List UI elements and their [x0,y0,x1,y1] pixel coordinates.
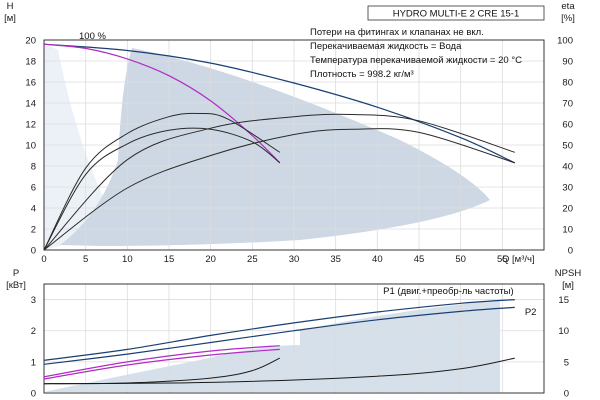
eta-tick-label: 80 [562,78,573,89]
eta-axis-label: [%] [561,13,575,24]
top-series-line-3 [43,112,281,251]
head-tick-label: 8 [31,162,36,173]
head-tick-label: 12 [25,120,36,131]
eta-tick-label: 20 [562,204,573,215]
chart-title: HYDRO MULTI-E 2 CRE 15-1 [393,9,520,20]
x-tick-label: 20 [205,254,216,265]
top-series-line-5 [43,128,515,251]
head-tick-label: 4 [31,204,36,215]
head-axis-label: H [7,1,14,12]
head-tick-label: 0 [31,246,36,257]
top-series-line-0 [43,43,516,164]
npsh-tick-label: 5 [564,357,569,368]
head-tick-label: 14 [25,99,36,110]
x-tick-label: 15 [164,254,175,265]
range-area-bottom [44,300,500,392]
flow-axis-label: Q [м³/ч] [502,254,535,265]
top-series-line-1 [43,43,281,164]
range-light-area [44,43,120,250]
note-temperature: Температура перекачиваемой жидкости = 20… [310,55,522,66]
eta-tick-label: 70 [562,99,573,110]
x-tick-label: 10 [122,254,133,265]
head-tick-label: 10 [25,141,36,152]
power-axis-label: [кВт] [6,280,26,291]
p2-label: P2 [525,307,537,318]
power-axis-label: P [13,268,19,279]
top-series-line-2 [43,127,281,251]
bottom-series-line-2 [43,345,280,378]
eta-tick-label: 60 [562,120,573,131]
power-tick-label: 2 [31,326,36,337]
npsh-axis-label: NPSH [555,268,582,279]
x-tick-label: 5 [83,254,88,265]
note-liquid: Перекачиваемая жидкость = Вода [310,41,462,52]
bottom-series-line-1 [43,306,515,365]
eta-axis-label: eta [561,1,575,12]
top-plot-frame [43,39,545,251]
head-tick-label: 20 [25,36,36,47]
x-tick-label: 50 [455,254,466,265]
eta-tick-label: 10 [562,225,573,236]
power-tick-label: 0 [31,389,36,400]
top-series-line-4 [43,113,515,251]
bottom-series-line-3 [43,348,280,380]
head-tick-label: 2 [31,225,36,236]
npsh-tick-label: 10 [558,326,569,337]
eta-tick-label: 40 [562,162,573,173]
x-tick-label: 45 [414,254,425,265]
range-area-top [60,48,490,246]
eta-tick-label: 30 [562,183,573,194]
x-tick-label: 35 [330,254,341,265]
power-tick-label: 1 [31,357,36,368]
head-tick-label: 6 [31,183,36,194]
bottom-plot-frame [43,283,545,394]
note-fittings: Потери на фитингах и клапанах не вкл. [310,27,484,38]
eta-tick-label: 0 [568,246,573,257]
power-tick-label: 3 [31,295,36,306]
head-tick-label: 16 [25,78,36,89]
x-tick-label: 25 [247,254,258,265]
x-tick-label: 30 [289,254,300,265]
title-box [367,5,545,21]
eta-tick-label: 100 [557,36,573,47]
bottom-series-line-5 [43,357,515,385]
head-axis-label: [м] [4,13,16,24]
note-density: Плотность = 998.2 кг/м³ [310,69,414,80]
x-tick-label: 55 [497,254,508,265]
eta-tick-label: 90 [562,57,573,68]
bottom-series-line-0 [43,299,515,361]
x-tick-label: 40 [372,254,383,265]
speed-percent-label: 100 % [79,31,106,42]
npsh-tick-label: 15 [558,295,569,306]
npsh-tick-label: 0 [564,389,569,400]
npsh-axis-label: [м] [562,280,574,291]
p1-label: P1 (двиг.+преобр-ль частоты) [383,286,513,297]
x-tick-label: 0 [41,254,46,265]
eta-tick-label: 50 [562,141,573,152]
head-tick-label: 18 [25,57,36,68]
